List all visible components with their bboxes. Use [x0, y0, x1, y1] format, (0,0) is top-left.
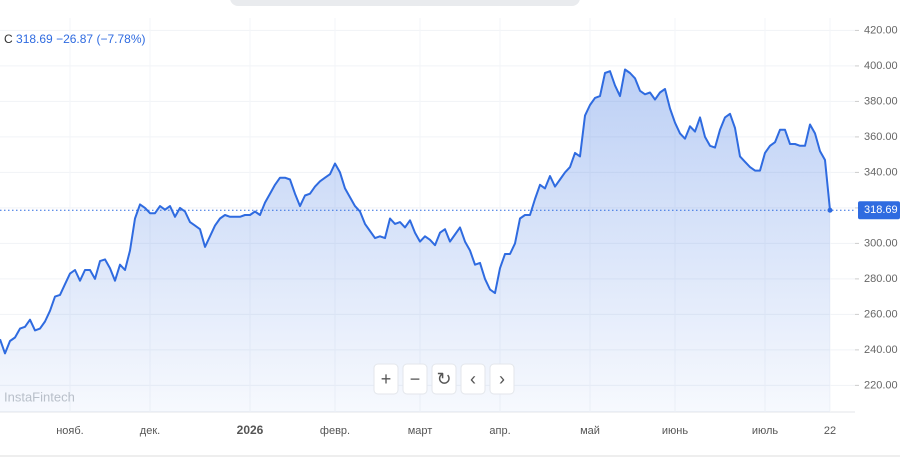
symbol: C: [4, 32, 13, 46]
area: [0, 69, 830, 412]
price-line: [0, 68, 831, 355]
svg-text:‹: ‹: [470, 369, 476, 389]
x-tick-label: июнь: [662, 425, 688, 437]
svg-text:−: −: [410, 369, 421, 389]
y-tick-label: 280.00: [864, 273, 898, 285]
x-tick-label: нояб.: [56, 425, 84, 437]
x-tick-label: апр.: [489, 425, 510, 437]
plot: 220.00240.00260.00280.00300.00320.00340.…: [0, 18, 900, 437]
change: −26.87: [56, 32, 93, 46]
svg-text:+: +: [381, 369, 392, 389]
svg-text:↻: ↻: [436, 369, 451, 389]
y-tick-label: 260.00: [864, 308, 898, 320]
last-point: [827, 207, 833, 213]
y-tick-label: 240.00: [864, 344, 898, 356]
y-tick-label: 360.00: [864, 131, 898, 143]
y-tick-label: 400.00: [864, 60, 898, 72]
reset-button[interactable]: ↻: [431, 363, 457, 395]
price-tag: [858, 201, 900, 220]
watermark: InstaFintech: [4, 389, 75, 404]
last-price: 318.69: [16, 32, 53, 46]
y-tick-label: 340.00: [864, 166, 898, 178]
svg-text:›: ›: [499, 369, 505, 389]
x-tick-label: 2026: [237, 423, 264, 437]
zoom-in-button[interactable]: +: [373, 363, 399, 395]
zoom-out-button[interactable]: −: [402, 363, 428, 395]
x-tick-label: март: [408, 425, 433, 437]
scroll-left-button[interactable]: ‹: [460, 363, 486, 395]
x-tick-label: февр.: [320, 425, 350, 437]
y-tick-label: 420.00: [864, 24, 898, 36]
x-tick-label: дек.: [140, 425, 160, 437]
x-tick-label: май: [580, 425, 600, 437]
y-tick-label: 300.00: [864, 237, 898, 249]
y-tick-label: 380.00: [864, 95, 898, 107]
y-tick-label: 220.00: [864, 379, 898, 391]
scroll-bar: [230, 0, 580, 6]
scroll-right-button[interactable]: ›: [489, 363, 515, 395]
price-tag-label: 318.69: [864, 204, 898, 216]
x-tick-label: 22: [824, 425, 836, 437]
x-tick-label: июль: [752, 425, 779, 437]
change-pct: (−7.78%): [96, 32, 145, 46]
header: C 318.69 −26.87 (−7.78%): [4, 32, 145, 46]
